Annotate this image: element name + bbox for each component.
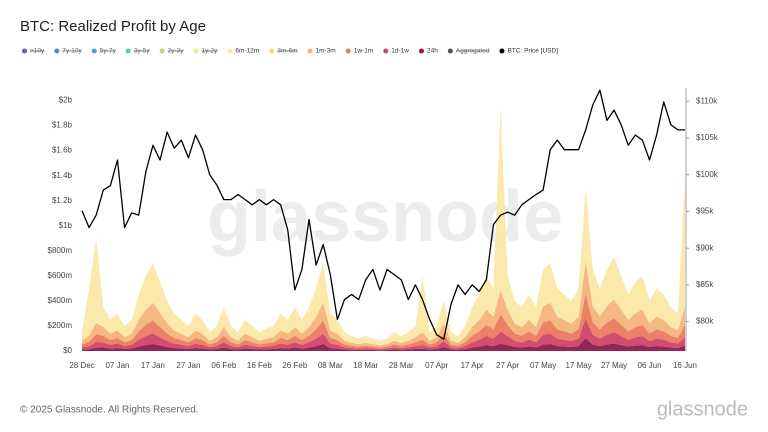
price-line xyxy=(81,89,685,340)
legend-item[interactable]: 6m-12m xyxy=(227,48,259,55)
x-tick-label: 06 Feb xyxy=(211,361,236,370)
x-tick-label: 27 Apr xyxy=(496,361,519,370)
legend-swatch xyxy=(125,48,131,54)
legend-item[interactable]: BTC: Price [USD] xyxy=(499,48,558,55)
area xyxy=(82,261,685,348)
y-tick-label: $1b xyxy=(59,221,73,230)
y2-tick-label: $85k xyxy=(696,280,714,289)
x-tick-label: 28 Mar xyxy=(389,361,414,370)
y2-tick-label: $105k xyxy=(696,133,719,142)
legend-swatch xyxy=(383,48,389,54)
legend-swatch xyxy=(227,48,233,54)
y2-tick-label: $90k xyxy=(696,243,714,252)
legend-label: 1d-1w xyxy=(391,48,409,55)
legend-item[interactable]: 24h xyxy=(418,48,438,55)
y-tick-label: $2b xyxy=(59,96,73,105)
x-tick-label: 16 Jun xyxy=(673,361,697,370)
legend-swatch xyxy=(307,48,313,54)
legend-item[interactable]: 7y-10y xyxy=(54,48,83,55)
legend-item[interactable]: 1w-1m xyxy=(345,48,374,55)
area xyxy=(82,318,685,351)
legend-swatch xyxy=(447,48,453,54)
y-tick-label: $400m xyxy=(48,296,73,305)
y-tick-label: $1.2b xyxy=(52,196,73,205)
x-tick-label: 07 May xyxy=(530,361,556,370)
legend-item[interactable]: 1d-1w xyxy=(383,48,409,55)
y-tick-label: $200m xyxy=(48,321,73,330)
legend-item[interactable]: 1m-3m xyxy=(307,48,336,55)
y-tick-label: $1.6b xyxy=(52,146,73,155)
x-tick-label: 18 Mar xyxy=(353,361,378,370)
legend-item[interactable]: Aggregated xyxy=(447,48,490,55)
legend-swatch xyxy=(159,48,165,54)
legend-item[interactable]: 5y-7y xyxy=(91,48,117,55)
x-tick-label: 26 Feb xyxy=(282,361,307,370)
legend-item[interactable]: 1y-2y xyxy=(193,48,219,55)
legend-swatch xyxy=(418,48,424,54)
legend-label: 1w-1m xyxy=(354,48,374,55)
watermark: glassnode xyxy=(207,177,563,257)
chart-title: BTC: Realized Profit by Age xyxy=(20,18,206,35)
legend-swatch xyxy=(91,48,97,54)
x-tick-label: 17 Jan xyxy=(141,361,165,370)
area xyxy=(82,337,685,351)
x-tick-label: 16 Feb xyxy=(247,361,272,370)
x-tick-label: 06 Jun xyxy=(638,361,662,370)
legend-swatch xyxy=(193,48,199,54)
legend-label: BTC: Price [USD] xyxy=(507,48,558,55)
plot-area xyxy=(82,106,685,351)
y-tick-label: $800m xyxy=(48,246,73,255)
legend-swatch xyxy=(54,48,60,54)
legend-item[interactable]: 3y-5y xyxy=(125,48,151,55)
y2-tick-label: $110k xyxy=(696,96,718,105)
x-tick-label: 07 Jan xyxy=(105,361,129,370)
legend-item[interactable]: >10y xyxy=(22,48,45,55)
area xyxy=(82,294,685,349)
x-tick-label: 08 Mar xyxy=(318,361,343,370)
legend-swatch xyxy=(22,48,27,54)
y2-tick-label: $95k xyxy=(696,207,714,216)
y-tick-label: $1.4b xyxy=(52,171,73,180)
y-tick-label: $0 xyxy=(63,346,72,355)
x-tick-label: 27 May xyxy=(601,361,627,370)
y2-tick-label: $80k xyxy=(696,317,714,326)
x-tick-label: 17 Apr xyxy=(461,361,484,370)
legend-label: 24h xyxy=(427,48,438,55)
x-tick-label: 17 May xyxy=(565,361,591,370)
y2-tick-label: $100k xyxy=(696,170,719,179)
x-tick-label: 07 Apr xyxy=(425,361,448,370)
y-tick-label: $1.8b xyxy=(52,121,73,130)
legend-swatch xyxy=(499,48,505,54)
legend-swatch xyxy=(269,48,275,54)
x-tick-label: 27 Jan xyxy=(176,361,200,370)
copyright: © 2025 Glassnode. All Rights Reserved. xyxy=(20,405,199,416)
legend-swatch xyxy=(345,48,351,54)
legend-label: 1m-3m xyxy=(316,48,336,55)
x-tick-label: 28 Dec xyxy=(69,361,94,370)
legend-item[interactable]: 2y-3y xyxy=(159,48,185,55)
legend-item[interactable]: 3m-6m xyxy=(269,48,298,55)
legend-label: 6m-12m xyxy=(235,48,259,55)
brand: glassnode xyxy=(657,398,748,420)
y-tick-label: $600m xyxy=(48,271,73,280)
